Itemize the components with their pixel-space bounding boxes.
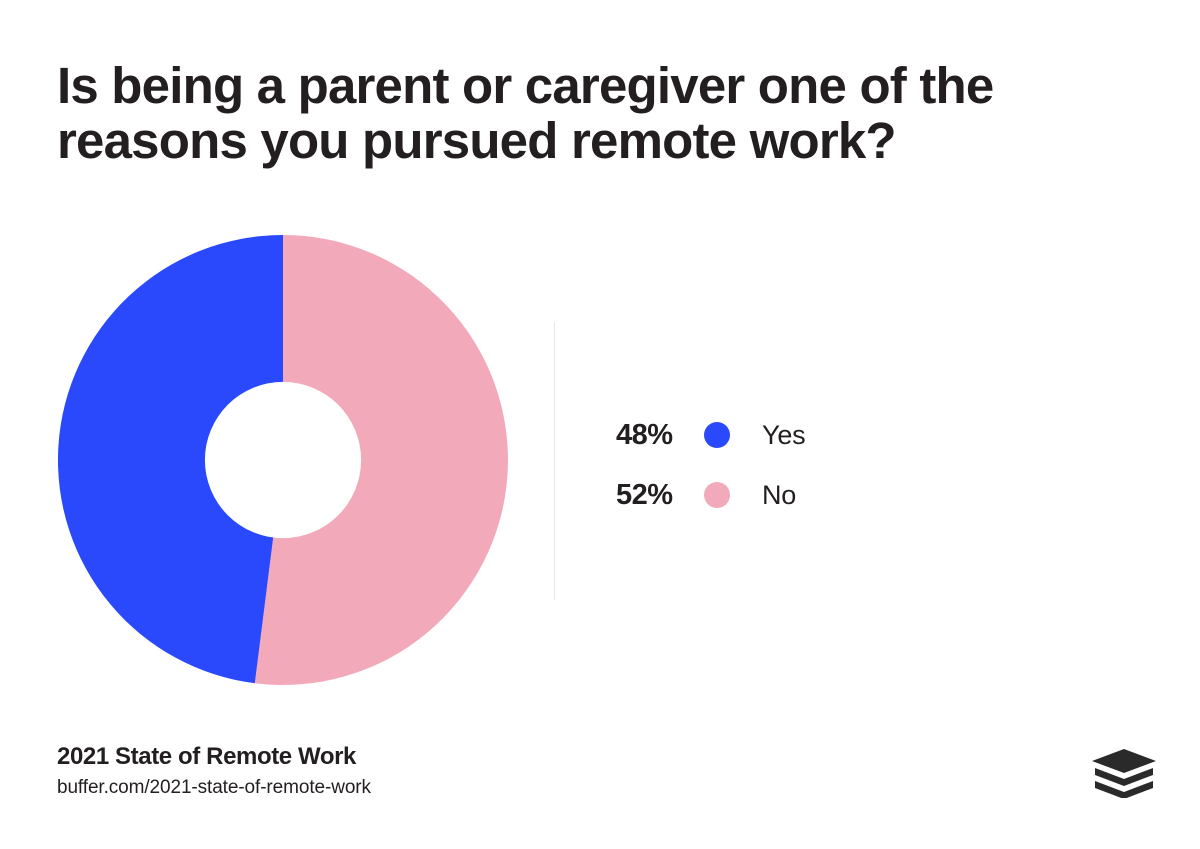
donut-slice-no[interactable] [254,235,508,685]
legend-percent-no: 52% [616,478,673,511]
footer-url: buffer.com/2021-state-of-remote-work [57,777,371,798]
buffer-logo-icon [1090,748,1158,798]
donut-slice-yes[interactable] [58,235,283,684]
page-title: Is being a parent or caregiver one of th… [57,57,994,169]
donut-chart [58,235,508,685]
legend-swatch-yes-icon [704,422,730,448]
donut-chart-svg [58,235,508,685]
chart-legend: 48% Yes 52% No [616,405,936,525]
legend-label-no: No [762,479,797,510]
footer-report-title: 2021 State of Remote Work [57,743,356,770]
legend-item-no[interactable]: 52% No [616,465,936,525]
footer: 2021 State of Remote Work buffer.com/202… [57,742,371,800]
legend-percent-yes: 48% [616,418,673,451]
legend-divider [554,322,555,600]
donut-center-hole [204,381,362,539]
legend-item-yes[interactable]: 48% Yes [616,405,936,465]
buffer-logo-svg [1092,749,1156,798]
legend-swatch-no-icon [704,482,730,508]
legend-label-yes: Yes [762,419,806,450]
